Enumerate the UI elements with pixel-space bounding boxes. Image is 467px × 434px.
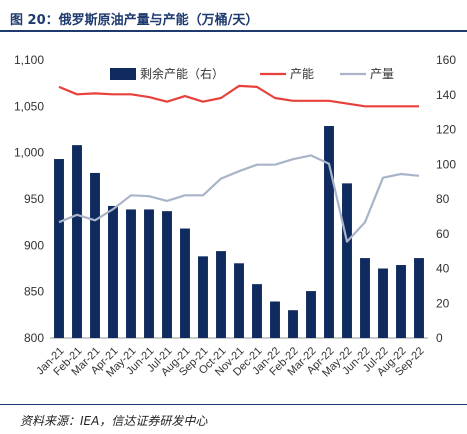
- left-y-tick-label: 1,000: [14, 146, 44, 160]
- bar: [72, 145, 82, 338]
- legend-label: 剩余产能（右）: [140, 66, 224, 81]
- bar: [126, 209, 136, 338]
- line-series: [58, 84, 420, 243]
- bar: [144, 209, 154, 338]
- bar: [306, 291, 316, 338]
- legend-label: 产能: [290, 67, 314, 81]
- bar: [324, 126, 334, 339]
- bar: [270, 301, 280, 338]
- left-y-tick-label: 800: [24, 331, 44, 345]
- bar: [180, 228, 190, 338]
- chart: 800 850 900 950 1,000 1,050 1,100 0 20 40 60 80 100…: [14, 53, 456, 380]
- x-axis: Jan-21Feb-21Mar-21Apr-21May-21Jun-21Jul-…: [34, 345, 426, 379]
- right-y-tick-label: 160: [436, 53, 456, 67]
- bar: [252, 284, 262, 338]
- bar-series: [54, 126, 424, 339]
- right-y-axis: 0 20 40 60 80 100 120 140 160: [436, 53, 456, 345]
- right-y-tick-label: 120: [436, 123, 456, 137]
- line-产能: [58, 84, 419, 108]
- left-y-tick-label: 1,050: [14, 99, 44, 113]
- right-y-tick-label: 0: [436, 331, 443, 345]
- title-bar: 图 20：俄罗斯原油产量与产能（万桶/天）: [0, 0, 467, 32]
- line-产量: [58, 154, 420, 243]
- left-y-axis: 800 850 900 950 1,000 1,050 1,100: [14, 53, 44, 345]
- right-y-tick-label: 100: [436, 157, 456, 171]
- bar: [162, 211, 172, 338]
- bar: [342, 183, 352, 338]
- chart-title: 图 20：俄罗斯原油产量与产能（万桶/天）: [10, 13, 259, 28]
- bar: [396, 265, 406, 338]
- bar: [360, 258, 370, 338]
- left-y-tick-label: 1,100: [14, 53, 44, 67]
- right-y-tick-label: 140: [436, 88, 456, 102]
- bar: [288, 310, 298, 338]
- left-y-tick-label: 900: [24, 238, 44, 252]
- legend-label: 产量: [370, 67, 394, 81]
- bar: [414, 258, 424, 338]
- bar: [54, 159, 64, 338]
- title-divider: [0, 30, 467, 32]
- left-y-tick-label: 950: [24, 192, 44, 206]
- right-y-tick-label: 80: [436, 192, 450, 206]
- right-y-tick-label: 20: [436, 296, 450, 310]
- bar: [90, 172, 100, 338]
- footer-divider: [0, 404, 467, 405]
- bar: [378, 268, 388, 338]
- legend: 剩余产能（右） 产能 产量: [110, 66, 394, 81]
- source-note: 资料来源：IEA，信达证券研发中心: [20, 414, 208, 428]
- right-y-tick-label: 40: [436, 262, 450, 276]
- bar: [216, 251, 226, 338]
- legend-swatch: [110, 68, 136, 80]
- left-y-tick-label: 850: [24, 285, 44, 299]
- bar: [198, 256, 208, 338]
- bar: [234, 263, 244, 338]
- right-y-tick-label: 60: [436, 227, 450, 241]
- bar: [108, 205, 118, 338]
